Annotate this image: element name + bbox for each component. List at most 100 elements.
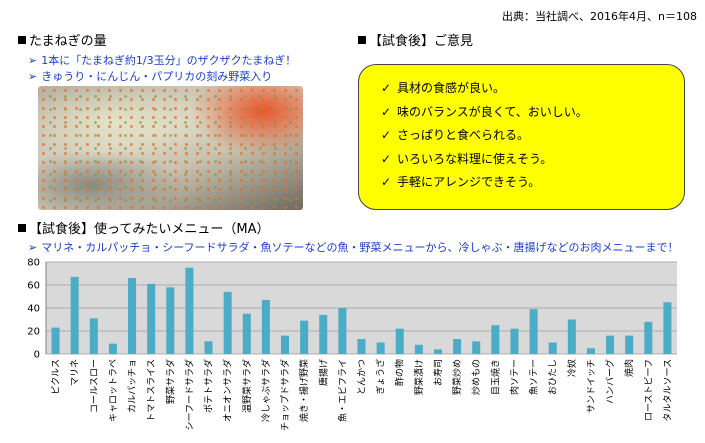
bar [567, 319, 576, 354]
bar [606, 335, 615, 354]
bar [185, 267, 194, 354]
check-icon: ✓ [381, 104, 392, 119]
opinion-item: ✓ さっぱりと食べられる。 [381, 124, 684, 148]
x-category-label: サンドイッチ [586, 359, 597, 413]
bar [433, 349, 443, 354]
bar [376, 342, 385, 354]
bar [472, 341, 481, 354]
x-category-label: 野菜漬け [413, 359, 425, 395]
opinion-item-text: いろいろな料理に使えそう。 [397, 151, 553, 166]
x-category-label: 魚ソテー [528, 359, 540, 395]
x-category-label: 魚・エビフライ [336, 359, 348, 422]
bar [625, 335, 634, 354]
bar [586, 348, 595, 354]
onion-title: たまねぎの量 [29, 34, 107, 49]
check-icon: ✓ [381, 81, 392, 95]
check-icon: ✓ [381, 151, 392, 166]
y-tick-label: 0 [34, 350, 40, 361]
x-category-label: 野菜炒め [451, 359, 463, 395]
opinion-heading: 【試食後】ご意見 [358, 30, 473, 49]
x-category-label: 肉ソテー [508, 359, 520, 395]
x-category-label: 唐揚げ [317, 359, 329, 386]
x-category-label: キャロットラペ [108, 359, 119, 422]
y-tick-label: 80 [27, 258, 40, 269]
bar [644, 321, 653, 354]
onion-bullet-1: ➢ 1本に「たまねぎ約1/3玉分」のザクザクたまねぎ！ [28, 52, 296, 68]
x-category-label: 目玉焼き [490, 359, 501, 395]
x-category-label: コールスロー [90, 359, 100, 413]
bar [453, 339, 462, 354]
bar [663, 302, 672, 354]
menu-title: 【試食後】使ってみたいメニュー（MA） [29, 222, 270, 237]
bar [491, 325, 500, 354]
source-note: 出典：当社調べ、2016年4月、n＝108 [502, 10, 697, 23]
x-category-label: とんかつ [357, 359, 368, 395]
bar [414, 344, 423, 354]
opinion-item-text: 具材の食感が良い。 [397, 81, 506, 95]
bar [529, 309, 538, 354]
check-icon: ✓ [381, 128, 392, 142]
arrow-bullet-icon: ➢ [28, 54, 38, 67]
x-category-label: お寿司 [432, 359, 444, 386]
square-bullet-icon [18, 36, 26, 44]
x-category-label: カルパッチョ [127, 359, 138, 413]
bar [395, 328, 404, 354]
bar [338, 308, 347, 354]
opinion-item-text: さっぱりと食べられる。 [397, 128, 530, 142]
menu-heading: 【試食後】使ってみたいメニュー（MA） [18, 218, 269, 237]
x-category-label: 野菜サラダ [164, 359, 176, 404]
arrow-bullet-icon: ➢ [28, 241, 38, 254]
opinion-box: ✓ 具材の食感が良い。 ✓ 味のバランスが良くて、おいしい。 ✓ さっぱりと食べられる… [358, 64, 685, 210]
opinion-item: ✓ 具材の食感が良い。 [381, 77, 684, 101]
opinion-item-text: 味のバランスが良くて、おいしい。 [397, 104, 588, 119]
check-icon: ✓ [381, 175, 392, 189]
opinion-item-text: 手軽にアレンジできそう。 [397, 175, 541, 189]
bar [108, 343, 117, 354]
bar [261, 299, 270, 354]
x-category-label: オニオンサラダ [222, 359, 234, 422]
x-category-label: マリネ [70, 359, 81, 386]
onion-heading: たまねぎの量 [18, 30, 107, 49]
menu-bar-chart: 0 20 40 60 80 ピクルス マリネ コールスロー キャロットラペ カルパッチョ トマトスラ… [27, 258, 677, 431]
square-bullet-icon [358, 36, 366, 44]
square-bullet-icon [18, 224, 26, 232]
x-category-label: 炒めもの [471, 359, 482, 395]
bar [300, 320, 309, 354]
x-category-label: ピクルス [51, 359, 62, 395]
menu-bullet: ➢ マリネ・カルパッチョ・シーフードサラダ・魚ソテーなどの魚・野菜メニューから、冷… [28, 239, 679, 255]
y-tick-label: 20 [27, 327, 40, 338]
bar [51, 327, 60, 354]
x-category-label: トマトスライス [146, 359, 157, 422]
arrow-bullet-icon: ➢ [28, 70, 38, 83]
opinion-item: ✓ いろいろな料理に使えそう。 [381, 148, 684, 172]
bar [242, 313, 251, 354]
onion-bullet-2: ➢ きゅうり・にんじん・パプリカの刻み野菜入り [28, 68, 272, 84]
bar [319, 314, 328, 354]
bar [280, 335, 290, 354]
opinion-item: ✓ 味のバランスが良くて、おいしい。 [381, 101, 684, 125]
x-category-label: 酢の物 [394, 359, 406, 386]
bar [510, 328, 519, 354]
y-tick-label: 40 [27, 304, 40, 315]
bar [166, 287, 175, 354]
bar [147, 283, 156, 354]
bar [128, 278, 137, 354]
onion-bullet-text: きゅうり・にんじん・パプリカの刻み野菜入り [41, 70, 273, 83]
bar [223, 291, 232, 354]
x-category-label: シーフードサラダ [183, 359, 195, 430]
bar [70, 276, 79, 354]
x-category-label: ローストビーフ [643, 359, 654, 421]
bar [204, 341, 213, 354]
bar [548, 342, 557, 354]
x-category-label: ハンバーグ [604, 359, 616, 404]
x-category-label: おひたし [548, 359, 559, 395]
x-category-label: チョップドサラダ [279, 359, 291, 431]
x-category-label: 冷しゃぶサラダ [260, 359, 272, 422]
x-category-label: 温野菜サラダ [241, 359, 253, 413]
bar [357, 339, 366, 354]
x-category-label: ポテトサラダ [203, 359, 215, 413]
opinion-title: 【試食後】ご意見 [369, 34, 474, 49]
x-category-label: タルタルソース [662, 359, 673, 422]
x-category-label: ぎょうざ [375, 359, 387, 395]
onion-bullet-text: 1本に「たまねぎ約1/3玉分」のザクザクたまねぎ！ [41, 54, 297, 67]
